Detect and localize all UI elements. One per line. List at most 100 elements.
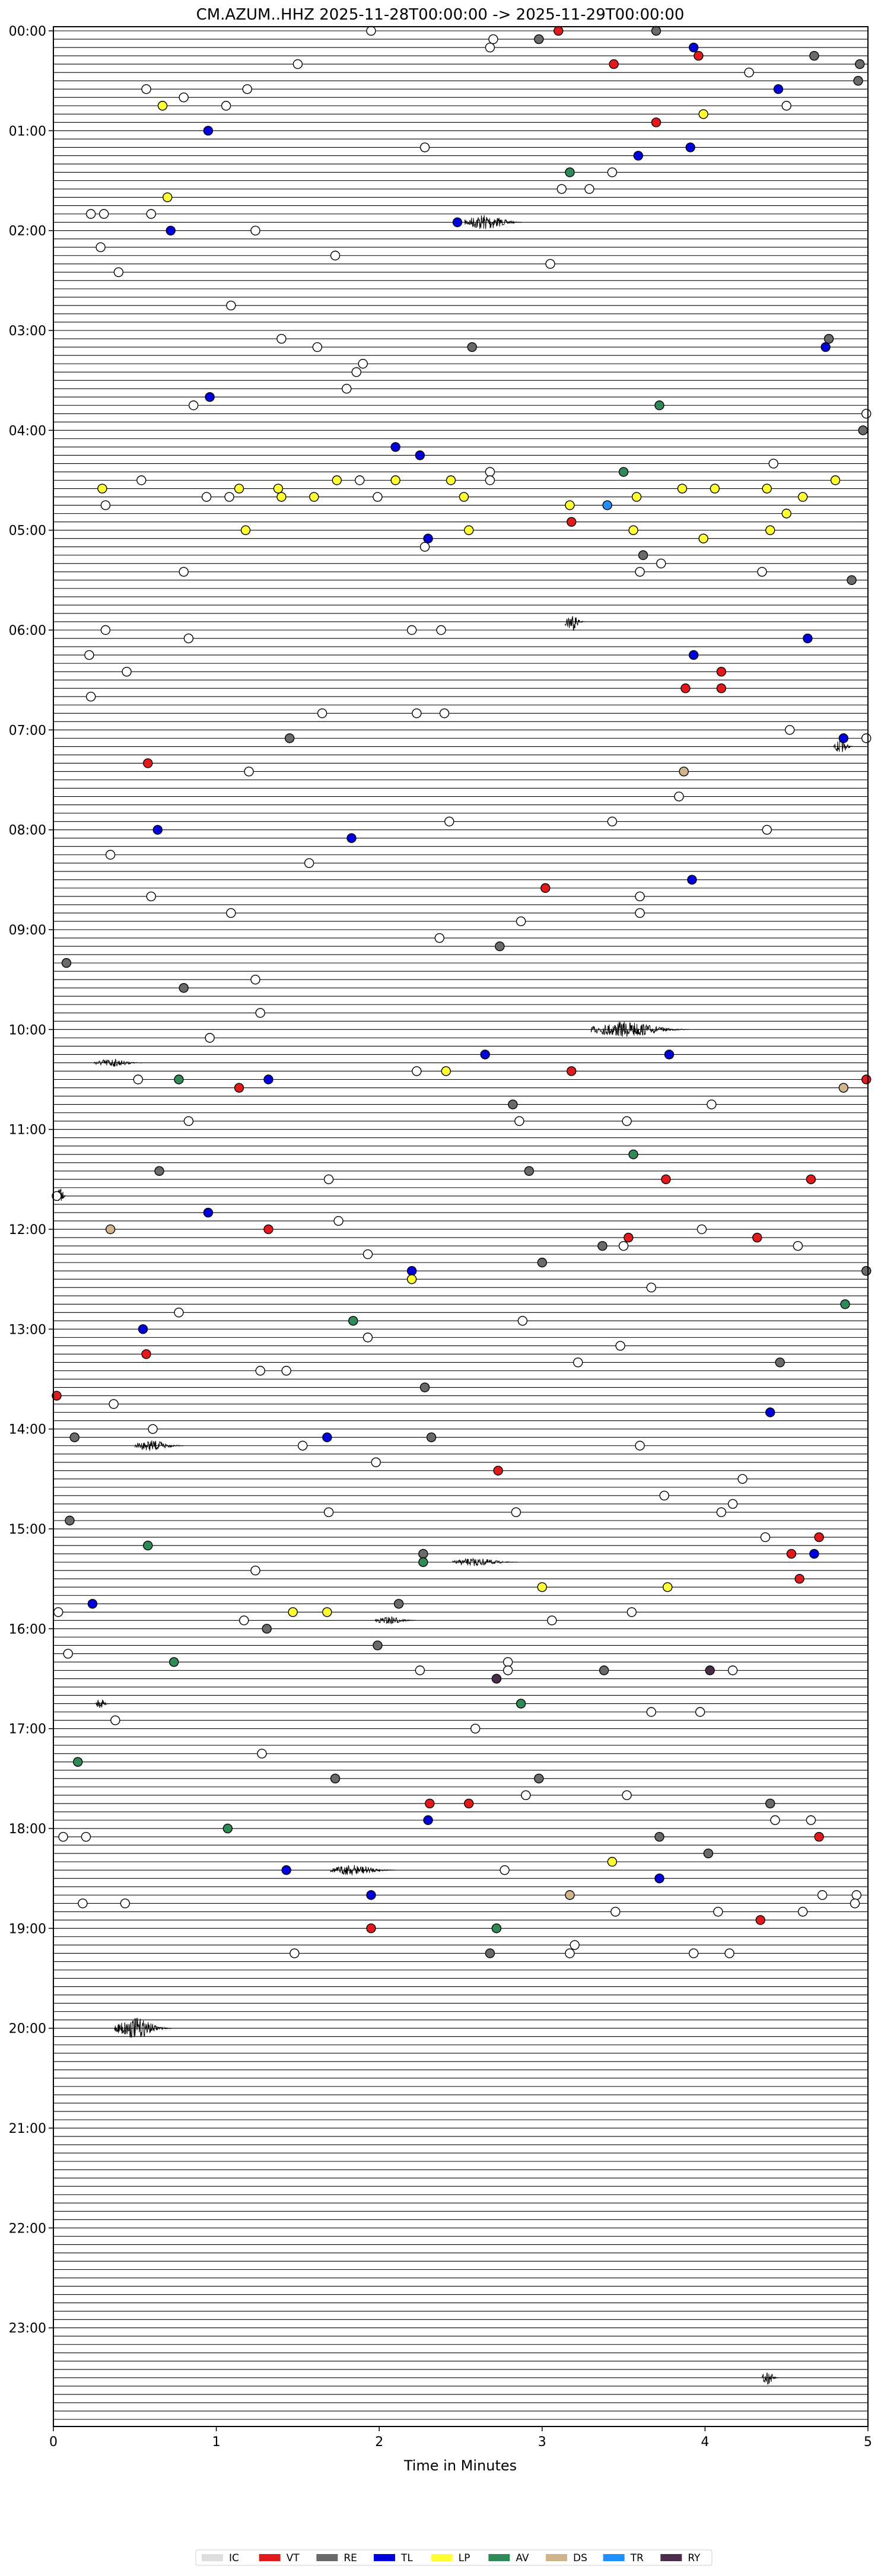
- event-marker-ic: [133, 1074, 143, 1085]
- event-marker-ic: [793, 1241, 803, 1251]
- event-marker-ic: [615, 1341, 625, 1351]
- legend-swatch-lp: [431, 2554, 453, 2561]
- event-marker-re: [524, 1166, 535, 1176]
- event-marker-ic: [607, 816, 618, 826]
- event-marker-ic: [861, 733, 872, 743]
- event-marker-ry: [705, 1665, 715, 1675]
- event-marker-lp: [309, 492, 319, 502]
- event-marker-ic: [297, 1440, 308, 1451]
- event-marker-re: [534, 1773, 544, 1784]
- event-marker-ic: [635, 1440, 645, 1451]
- event-marker-lp: [762, 484, 772, 494]
- event-marker-ic: [784, 725, 795, 735]
- event-marker-ic: [439, 708, 450, 718]
- event-marker-av: [222, 1823, 233, 1834]
- event-marker-ic: [485, 467, 495, 477]
- event-marker-re: [599, 1665, 609, 1675]
- event-marker-ic: [688, 1948, 699, 1958]
- event-marker-ic: [744, 67, 754, 78]
- event-marker-ic: [485, 42, 495, 53]
- event-marker-tl: [205, 392, 215, 402]
- event-marker-ic: [770, 1815, 780, 1826]
- waveform-burst: [590, 1022, 689, 1037]
- x-tick-label: 4: [701, 2435, 709, 2450]
- event-marker-lp: [459, 492, 469, 502]
- event-marker-ic: [516, 916, 526, 927]
- event-marker-ic: [250, 974, 260, 985]
- event-marker-lp: [234, 484, 244, 494]
- event-marker-lp: [628, 525, 638, 535]
- event-marker-ic: [366, 26, 376, 36]
- event-marker-tl: [203, 1207, 214, 1218]
- legend-swatch-ic: [202, 2554, 223, 2561]
- event-marker-ic: [371, 1457, 381, 1467]
- event-marker-ic: [146, 891, 156, 902]
- event-marker-ic: [52, 1191, 62, 1201]
- event-marker-ic: [419, 142, 430, 152]
- event-marker-tl: [152, 825, 163, 835]
- event-marker-ic: [502, 1657, 513, 1667]
- event-marker-ic: [96, 242, 106, 252]
- event-marker-ic: [797, 1907, 808, 1917]
- event-marker-ic: [330, 250, 341, 260]
- event-marker-ic: [281, 1366, 291, 1376]
- legend-swatch-av: [488, 2554, 510, 2561]
- event-marker-vt: [567, 1066, 577, 1076]
- event-marker-ic: [412, 708, 422, 718]
- event-marker-ic: [727, 1499, 738, 1509]
- event-marker-lp: [765, 525, 775, 535]
- legend-swatch-tr: [603, 2554, 625, 2561]
- event-marker-re: [418, 1548, 428, 1559]
- event-marker-vt: [752, 1232, 762, 1243]
- event-marker-ic: [674, 791, 684, 802]
- event-marker-av: [348, 1316, 358, 1326]
- event-marker-ic: [257, 1748, 267, 1758]
- event-marker-tl: [809, 1548, 819, 1559]
- event-marker-re: [373, 1640, 383, 1650]
- x-axis-ticks: 0 1 2 3 4 5: [49, 2426, 872, 2450]
- event-marker-lp: [830, 475, 841, 485]
- event-marker-tl: [480, 1050, 490, 1060]
- event-marker-re: [61, 958, 72, 968]
- event-marker-ic: [333, 1216, 344, 1226]
- event-marker-tl: [664, 1050, 675, 1060]
- event-marker-vt: [263, 1224, 273, 1235]
- waveform-burst: [452, 1557, 518, 1566]
- event-marker-ic: [317, 708, 327, 718]
- event-marker-vt: [694, 50, 704, 61]
- event-marker-re: [823, 333, 834, 344]
- event-marker-ds: [105, 1224, 116, 1235]
- event-marker-re: [154, 1166, 164, 1176]
- waveform-bursts: [57, 215, 854, 2385]
- event-marker-av: [618, 467, 629, 477]
- event-marker-tl: [838, 733, 849, 743]
- y-tick-label: 03:00: [9, 324, 46, 339]
- event-marker-ic: [250, 225, 260, 236]
- event-marker-re: [485, 1948, 495, 1958]
- event-marker-ic: [415, 1665, 425, 1675]
- event-marker-re: [703, 1848, 714, 1859]
- event-marker-ic: [120, 1898, 131, 1909]
- event-marker-lp: [565, 500, 575, 510]
- event-marker-ic: [205, 1033, 215, 1043]
- legend-label-lp: LP: [459, 2552, 470, 2564]
- event-marker-ic: [556, 184, 567, 194]
- event-marker-av: [840, 1299, 850, 1309]
- event-marker-ic: [707, 1099, 717, 1109]
- event-marker-lp: [390, 475, 400, 485]
- event-marker-vt: [540, 883, 551, 893]
- y-tick-label: 23:00: [9, 2321, 46, 2336]
- event-marker-tl: [765, 1407, 775, 1417]
- event-marker-re: [262, 1624, 272, 1634]
- event-marker-lp: [797, 492, 808, 502]
- y-tick-label: 08:00: [9, 823, 46, 838]
- y-tick-label: 19:00: [9, 1922, 46, 1936]
- event-marker-re: [426, 1432, 437, 1442]
- event-marker-re: [765, 1798, 775, 1809]
- event-marker-tl: [406, 1265, 417, 1276]
- event-marker-ic: [188, 400, 199, 411]
- event-marker-ic: [659, 1490, 669, 1501]
- event-marker-re: [847, 575, 857, 586]
- event-marker-tl: [366, 1890, 376, 1900]
- event-marker-ic: [570, 1940, 580, 1950]
